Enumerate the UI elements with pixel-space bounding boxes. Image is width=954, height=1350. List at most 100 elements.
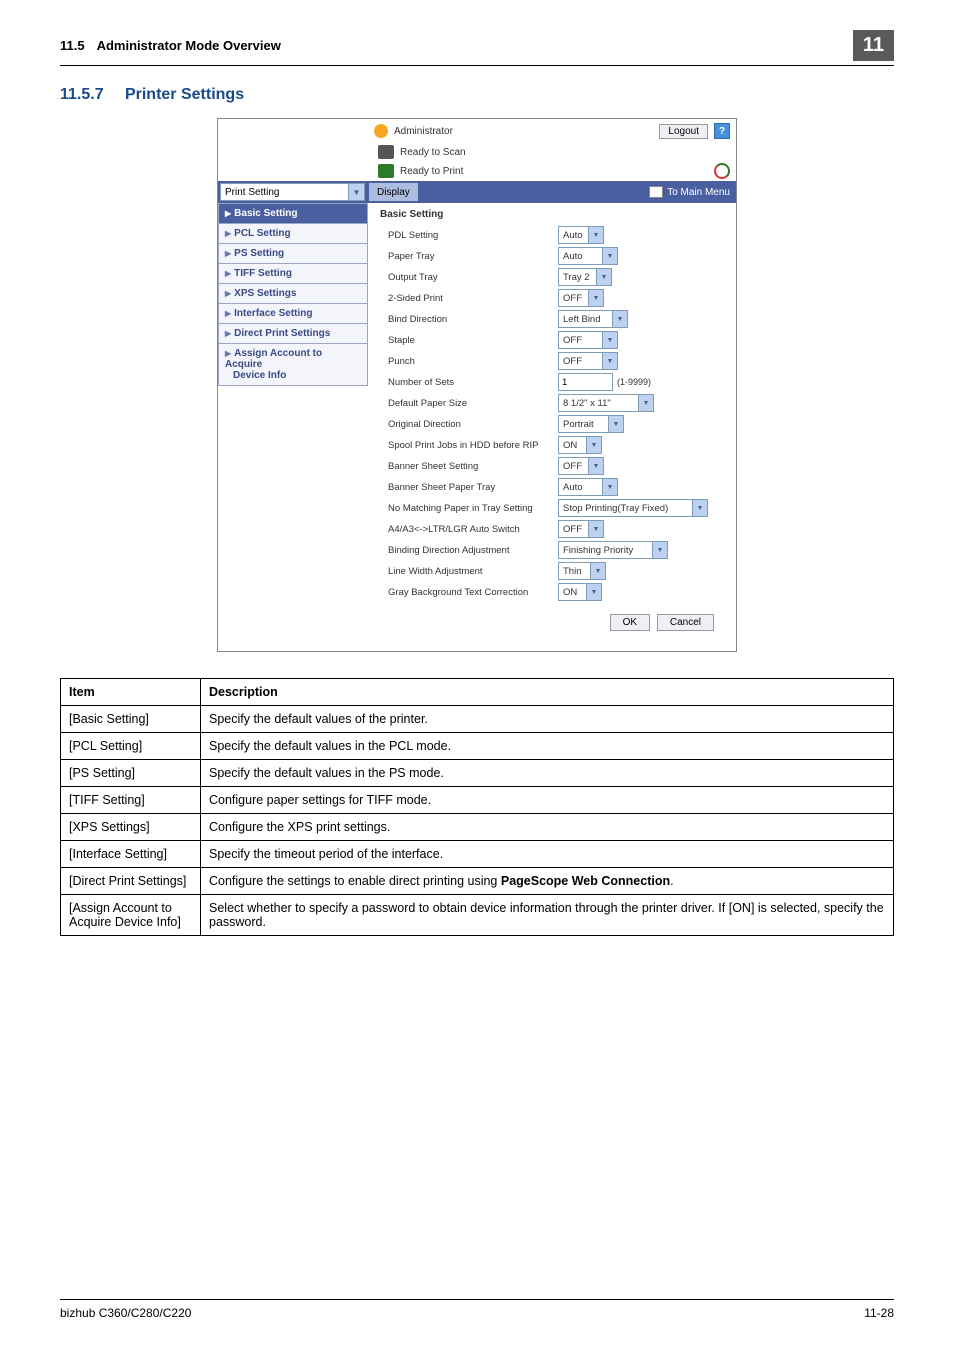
setting-select[interactable]: 8 1/2" x 11"▼	[558, 394, 654, 412]
sidebar-item[interactable]: ▶TIFF Setting	[218, 264, 368, 284]
logout-button[interactable]: Logout	[659, 124, 708, 139]
ready-print-label: Ready to Print	[400, 166, 463, 177]
sidebar-item-label: Direct Print Settings	[234, 328, 330, 339]
setting-select[interactable]: Thin▼	[558, 562, 606, 580]
setting-select[interactable]: Finishing Priority▼	[558, 541, 668, 559]
to-main-menu-link[interactable]: To Main Menu	[649, 186, 736, 198]
triangle-icon: ▶	[225, 209, 231, 218]
setting-row: Bind DirectionLeft Bind▼	[388, 310, 728, 328]
chevron-down-icon: ▼	[602, 332, 617, 348]
setting-select[interactable]: OFF▼	[558, 520, 604, 538]
setting-row: Binding Direction AdjustmentFinishing Pr…	[388, 541, 728, 559]
help-icon[interactable]: ?	[714, 123, 730, 139]
admin-screenshot: Administrator Logout ? Ready to Scan Rea…	[217, 118, 737, 652]
item-cell: [Interface Setting]	[61, 841, 201, 868]
sidebar-item[interactable]: ▶Basic Setting	[218, 203, 368, 224]
sidebar-item-label: XPS Settings	[234, 288, 296, 299]
table-row: [Interface Setting]Specify the timeout p…	[61, 841, 894, 868]
setting-row: Spool Print Jobs in HDD before RIPON▼	[388, 436, 728, 454]
sidebar-item[interactable]: ▶Assign Account to AcquireDevice Info	[218, 344, 368, 386]
triangle-icon: ▶	[225, 349, 231, 358]
sidebar-item[interactable]: ▶XPS Settings	[218, 284, 368, 304]
table-row: [Assign Account to Acquire Device Info]S…	[61, 895, 894, 936]
setting-select[interactable]: Left Bind▼	[558, 310, 628, 328]
setting-row: Paper TrayAuto▼	[388, 247, 728, 265]
setting-row: Banner Sheet Paper TrayAuto▼	[388, 478, 728, 496]
refresh-icon[interactable]	[714, 163, 730, 179]
display-button[interactable]: Display	[369, 183, 418, 201]
setting-row: 2-Sided PrintOFF▼	[388, 289, 728, 307]
chevron-down-icon: ▼	[608, 416, 623, 432]
category-select[interactable]: Print Setting ▼	[220, 183, 365, 201]
sidebar-item-label: PCL Setting	[234, 228, 290, 239]
setting-label: Default Paper Size	[388, 398, 558, 409]
settings-sidebar: ▶Basic Setting▶PCL Setting▶PS Setting▶TI…	[218, 203, 368, 651]
setting-select[interactable]: Tray 2▼	[558, 268, 612, 286]
setting-select[interactable]: Auto▼	[558, 247, 618, 265]
chapter-badge: 11	[853, 30, 894, 61]
item-cell: [XPS Settings]	[61, 814, 201, 841]
setting-select[interactable]: ON▼	[558, 583, 602, 601]
setting-select[interactable]: ON▼	[558, 436, 602, 454]
desc-cell: Configure the settings to enable direct …	[201, 868, 894, 895]
setting-row: A4/A3<->LTR/LGR Auto SwitchOFF▼	[388, 520, 728, 538]
desc-cell: Configure the XPS print settings.	[201, 814, 894, 841]
cancel-button[interactable]: Cancel	[657, 614, 714, 631]
sidebar-item[interactable]: ▶PCL Setting	[218, 224, 368, 244]
setting-row: Output TrayTray 2▼	[388, 268, 728, 286]
setting-select[interactable]: Stop Printing(Tray Fixed)▼	[558, 499, 708, 517]
setting-select[interactable]: OFF▼	[558, 352, 618, 370]
setting-row: Banner Sheet SettingOFF▼	[388, 457, 728, 475]
sidebar-item[interactable]: ▶Direct Print Settings	[218, 324, 368, 344]
setting-select[interactable]: OFF▼	[558, 457, 604, 475]
sidebar-item-sublabel: Device Info	[225, 370, 361, 381]
sidebar-item[interactable]: ▶Interface Setting	[218, 304, 368, 324]
chevron-down-icon: ▼	[612, 311, 627, 327]
ready-scan-label: Ready to Scan	[400, 147, 466, 158]
col-item: Item	[61, 679, 201, 706]
table-row: [PCL Setting]Specify the default values …	[61, 733, 894, 760]
setting-label: Punch	[388, 356, 558, 367]
chevron-down-icon: ▼	[348, 184, 364, 200]
setting-row: StapleOFF▼	[388, 331, 728, 349]
item-cell: [PCL Setting]	[61, 733, 201, 760]
setting-label: 2-Sided Print	[388, 293, 558, 304]
setting-row: Original DirectionPortrait▼	[388, 415, 728, 433]
setting-row: PDL SettingAuto▼	[388, 226, 728, 244]
page-number: 11-28	[864, 1306, 894, 1320]
chevron-down-icon: ▼	[588, 521, 603, 537]
desc-cell: Specify the default values in the PS mod…	[201, 760, 894, 787]
triangle-icon: ▶	[225, 329, 231, 338]
table-row: [XPS Settings]Configure the XPS print se…	[61, 814, 894, 841]
col-desc: Description	[201, 679, 894, 706]
table-row: [TIFF Setting]Configure paper settings f…	[61, 787, 894, 814]
setting-select[interactable]: OFF▼	[558, 331, 618, 349]
setting-label: Paper Tray	[388, 251, 558, 262]
setting-select[interactable]: OFF▼	[558, 289, 604, 307]
sidebar-item-label: Assign Account to Acquire	[225, 348, 322, 370]
setting-row: Number of Sets(1-9999)	[388, 373, 728, 391]
triangle-icon: ▶	[225, 269, 231, 278]
setting-row: Line Width AdjustmentThin▼	[388, 562, 728, 580]
setting-label: Output Tray	[388, 272, 558, 283]
setting-label: PDL Setting	[388, 230, 558, 241]
desc-cell: Select whether to specify a password to …	[201, 895, 894, 936]
chevron-down-icon: ▼	[638, 395, 653, 411]
input-hint: (1-9999)	[617, 377, 651, 387]
setting-row: PunchOFF▼	[388, 352, 728, 370]
ok-button[interactable]: OK	[610, 614, 650, 631]
item-cell: [TIFF Setting]	[61, 787, 201, 814]
page-footer: bizhub C360/C280/C220 11-28	[60, 1299, 894, 1320]
setting-select[interactable]: Auto▼	[558, 478, 618, 496]
setting-select[interactable]: Portrait▼	[558, 415, 624, 433]
setting-select[interactable]: Auto▼	[558, 226, 604, 244]
table-row: [Basic Setting]Specify the default value…	[61, 706, 894, 733]
setting-label: Line Width Adjustment	[388, 566, 558, 577]
sidebar-item[interactable]: ▶PS Setting	[218, 244, 368, 264]
setting-input[interactable]	[558, 373, 613, 391]
chevron-down-icon: ▼	[590, 563, 605, 579]
triangle-icon: ▶	[225, 289, 231, 298]
chevron-down-icon: ▼	[588, 290, 603, 306]
item-cell: [PS Setting]	[61, 760, 201, 787]
subsection-heading: 11.5.7 Printer Settings	[60, 86, 894, 104]
